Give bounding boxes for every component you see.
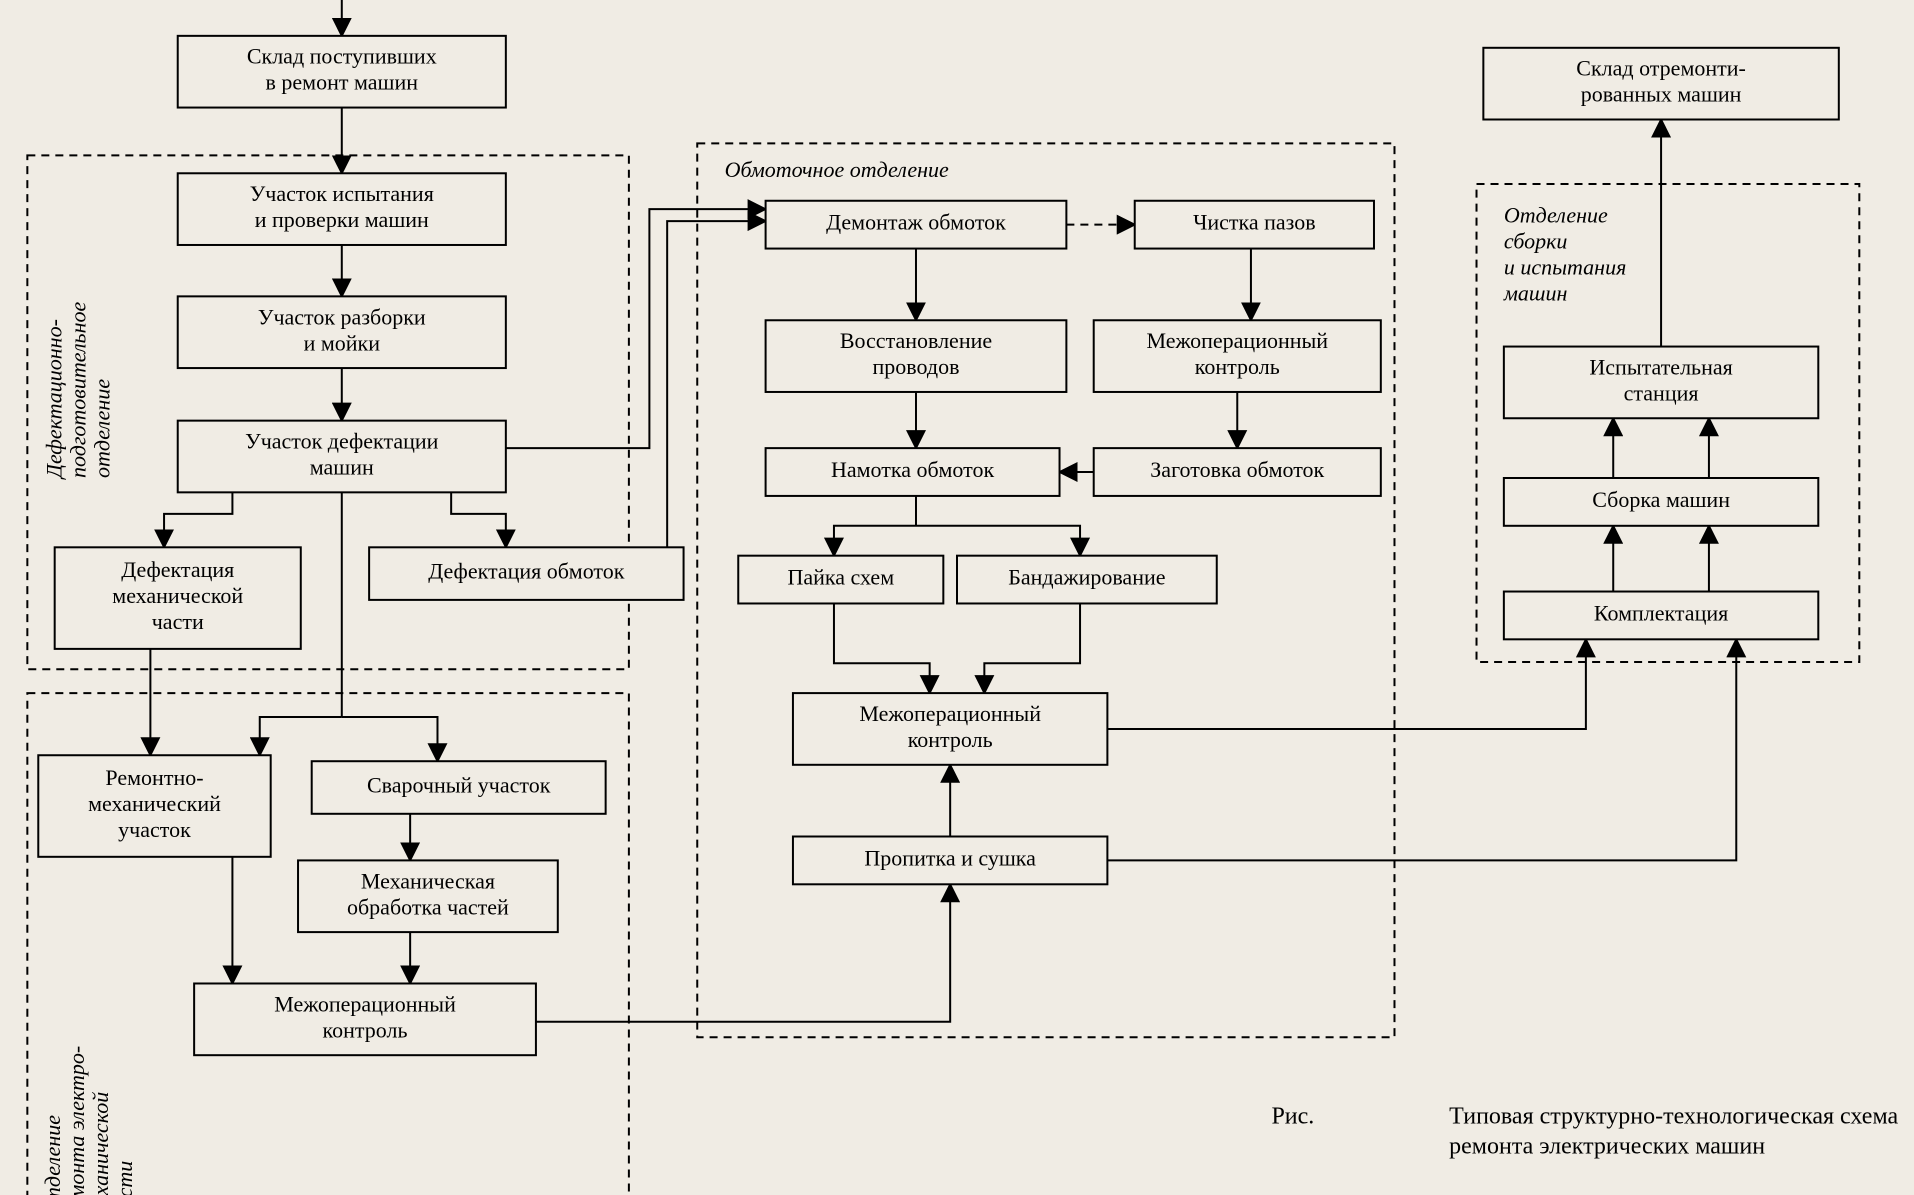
edge [536,884,950,1021]
svg-text:механической: механической [88,1092,113,1195]
caption-line: Типовая структурно-технологическая схема [1449,1103,1898,1129]
section-label: Отделение [1504,202,1608,227]
node-label: обработка частей [347,894,509,919]
node-label: Пропитка и сушка [864,845,1036,870]
edge [260,717,342,755]
node-label: контроль [908,727,993,752]
edge [984,603,1080,693]
node-label: механической [112,583,243,608]
svg-text:подготовительное: подготовительное [66,302,91,478]
section-label: сборки [1504,228,1568,253]
node-label: Склад поступивших [247,44,437,69]
node-label: Сборка машин [1592,487,1730,512]
node-label: рованных машин [1581,82,1742,107]
node-label: Участок испытания [250,181,434,206]
svg-text:отделение: отделение [90,379,115,478]
section-label: и испытания [1504,254,1626,279]
node-label: части [152,609,204,634]
node-label: станция [1624,380,1699,405]
svg-text:Дефектационно-: Дефектационно- [42,319,67,480]
node-label: машин [310,455,374,480]
node-label: Межоперационный [1146,328,1328,353]
node-label: Испытательная [1589,354,1732,379]
node-label: Дефектация обмоток [428,559,624,584]
node-label: Участок дефектации [245,429,439,454]
node-label: и проверки машин [255,207,429,232]
flowchart-diagram: Дефектационно-подготовительноеотделение О… [0,0,1914,1195]
node-label: Демонтаж обмоток [826,210,1006,235]
node-label: и мойки [304,330,381,355]
svg-text:ремонта электро-: ремонта электро- [64,1046,89,1195]
node-label: Межоперационный [274,991,456,1016]
edge [1107,639,1586,729]
node-label: Намотка обмоток [831,457,994,482]
svg-text:части: части [112,1161,137,1195]
svg-text:Отделение: Отделение [40,1115,65,1195]
edge [506,209,766,448]
node-label: контроль [1195,354,1280,379]
node-label: Сварочный участок [367,773,551,798]
node-label: проводов [873,354,960,379]
node-label: Механическая [361,868,495,893]
section-label: Обмоточное отделение [725,157,949,182]
edge [164,492,232,547]
node-label: в ремонт машин [266,70,419,95]
node-label: Заготовка обмоток [1150,457,1324,482]
edge [834,603,930,693]
node-label: участок [118,817,191,842]
node-label: Комплектация [1594,600,1728,625]
node-label: Чистка пазов [1193,210,1316,235]
section-label: Отделениеремонта электро-механическойчас… [40,1046,137,1195]
section-label: Дефектационно-подготовительноеотделение [42,302,115,480]
node-label: Дефектация [121,557,234,582]
node-label: Пайка схем [787,565,894,590]
caption-prefix: Рис. [1271,1103,1314,1129]
edge [834,526,916,556]
node-label: Участок разборки [258,304,426,329]
node-label: Склад отремонти- [1576,56,1746,81]
node-label: Ремонтно- [105,765,203,790]
section-label: машин [1503,280,1568,305]
edge [342,717,438,761]
edge [667,221,765,574]
node-label: контроль [323,1017,408,1042]
edge [1107,639,1736,860]
caption-line: ремонта электрических машин [1449,1133,1765,1159]
edge [451,492,506,547]
node-label: Межоперационный [859,701,1041,726]
edge [916,526,1080,556]
node-label: Восстановление [840,328,992,353]
node-label: механический [88,791,221,816]
node-label: Бандажирование [1008,565,1165,590]
